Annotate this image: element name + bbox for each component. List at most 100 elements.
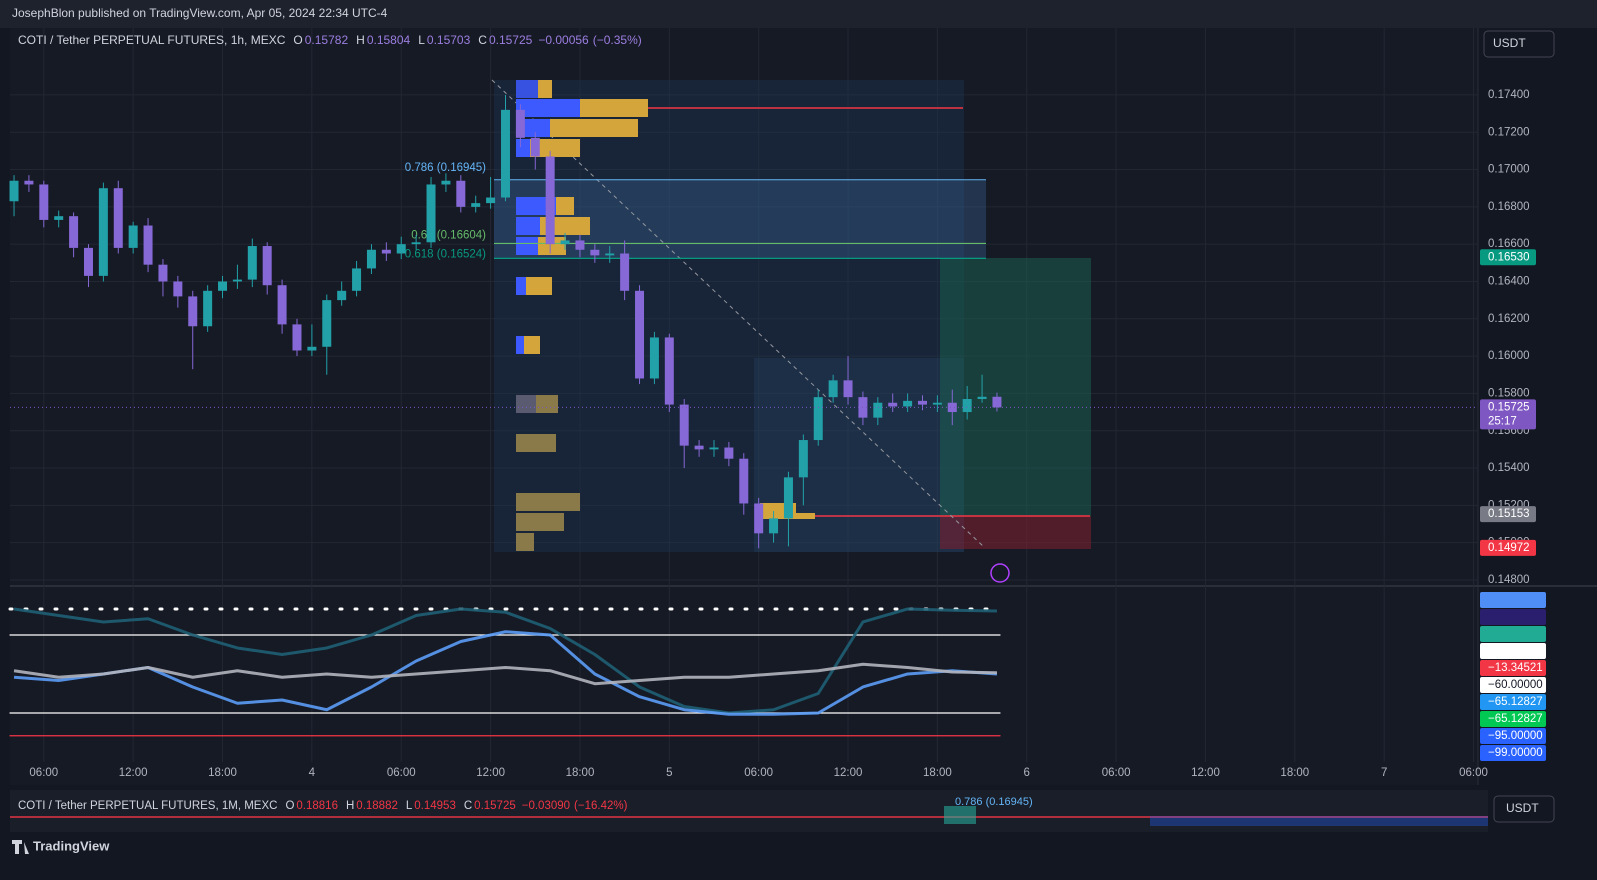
- y-tick-label: 0.16800: [1488, 201, 1530, 213]
- profile-bar: [516, 533, 534, 551]
- x-tick-label: 12:00: [1191, 767, 1220, 779]
- profile-bar: [516, 395, 536, 413]
- candle-body: [54, 216, 64, 220]
- value-tag: [1480, 728, 1546, 744]
- candle-body: [932, 402, 942, 405]
- value-tag: [1480, 626, 1546, 642]
- candle-body: [664, 337, 674, 405]
- x-tick-label: 4: [309, 767, 316, 779]
- price-tag-label: 0.15153: [1488, 508, 1530, 520]
- value-tag: [1480, 660, 1546, 676]
- candle-body: [39, 184, 49, 220]
- candle-body: [456, 180, 466, 207]
- price-tag-label: 0.15725: [1488, 401, 1530, 413]
- profile-bar: [516, 217, 540, 235]
- currency[interactable]: USDT: [1506, 801, 1539, 815]
- stop-zone: [940, 516, 1091, 549]
- candle-body: [188, 296, 198, 327]
- candle-body: [679, 404, 689, 446]
- value-tag: [1480, 694, 1546, 710]
- price-tag: [1480, 249, 1536, 266]
- value-tag-label: −65.12827: [1488, 713, 1543, 725]
- range-box: [754, 358, 964, 552]
- legend-item: L: [418, 33, 425, 47]
- x-tick-label: 7: [1381, 767, 1387, 779]
- legend-item: −0.00056: [538, 33, 589, 47]
- profile-bar: [556, 197, 574, 215]
- x-tick-label: 12:00: [476, 767, 505, 779]
- value-tag-label: −13.34521: [1488, 662, 1543, 674]
- profile-bar: [516, 434, 556, 452]
- candle-body: [337, 290, 347, 301]
- candle-body: [754, 503, 764, 534]
- candle-body: [649, 337, 659, 379]
- candle-body: [575, 240, 585, 250]
- value-tag: [1480, 677, 1546, 693]
- currency[interactable]: USDT: [1493, 36, 1526, 50]
- candle-body: [471, 203, 481, 207]
- candle-body: [232, 279, 242, 282]
- range-box: [494, 80, 964, 552]
- x-tick-label: 18:00: [566, 767, 595, 779]
- candle-body: [292, 324, 302, 351]
- candle-body: [873, 402, 883, 418]
- candle-body: [486, 197, 496, 204]
- profile-bar: [516, 277, 526, 295]
- candle-body: [24, 180, 34, 185]
- legend-item: 0.15782: [305, 33, 349, 47]
- candle-body: [352, 268, 362, 291]
- y-tick-label: 0.16200: [1488, 313, 1530, 325]
- x-tick-label: 06:00: [387, 767, 416, 779]
- legend-item: O: [285, 800, 294, 812]
- candle-body: [828, 380, 838, 398]
- mini-bar: [944, 806, 976, 824]
- candle-body: [560, 240, 570, 245]
- price-tag-label: 0.14972: [1488, 542, 1530, 554]
- profile-bar: [526, 277, 552, 295]
- fib-label: 0.65 (0.16604): [411, 229, 486, 241]
- candle-body: [739, 458, 749, 504]
- x-tick-label: 06:00: [1459, 767, 1488, 779]
- currency-button[interactable]: [1493, 795, 1555, 823]
- indicator-line: [13, 662, 997, 686]
- candle-body: [530, 137, 540, 157]
- value-tag-label: −99.00000: [1488, 747, 1543, 759]
- x-tick-label: 6: [1024, 767, 1030, 779]
- mini-bar: [1150, 816, 1488, 826]
- legend-item: C: [464, 800, 472, 812]
- value-tag: [1480, 609, 1546, 625]
- candle-body: [977, 396, 987, 400]
- candle-body: [9, 180, 19, 202]
- candle-body: [173, 281, 183, 297]
- candle-body: [322, 300, 332, 347]
- candles: [9, 94, 1002, 549]
- candle-body: [620, 253, 630, 291]
- profile-bar: [516, 493, 580, 511]
- legend-item: 0.15804: [367, 33, 411, 47]
- candle-body: [962, 399, 972, 413]
- legend-item: 0.18882: [356, 800, 398, 812]
- candle-body: [98, 188, 108, 276]
- y-tick-label: 0.15400: [1488, 462, 1530, 474]
- candle-body: [128, 225, 138, 248]
- profile-bar: [580, 99, 648, 117]
- countdown: 25:17: [1488, 415, 1517, 427]
- y-tick-label: 0.16000: [1488, 350, 1530, 362]
- mini-overlay-label: 0.786 (0.16945): [955, 796, 1033, 808]
- profile-bar: [516, 139, 530, 157]
- candle-body: [203, 290, 213, 327]
- candle-body: [783, 477, 793, 519]
- profile-bar: [538, 237, 566, 255]
- candle-body: [769, 518, 779, 534]
- currency-button[interactable]: [1483, 30, 1555, 58]
- x-tick-label: 18:00: [923, 767, 952, 779]
- legend-item: L: [406, 800, 413, 812]
- alert-icon[interactable]: [990, 563, 1010, 583]
- x-tick-label: 06:00: [744, 767, 773, 779]
- legend-item: 0.15725: [489, 33, 533, 47]
- price-tag: [1480, 506, 1536, 523]
- legend-item: O: [293, 33, 302, 47]
- indicator-line: [13, 630, 998, 716]
- candle-body: [694, 445, 704, 450]
- y-tick-label: 0.17200: [1488, 126, 1530, 138]
